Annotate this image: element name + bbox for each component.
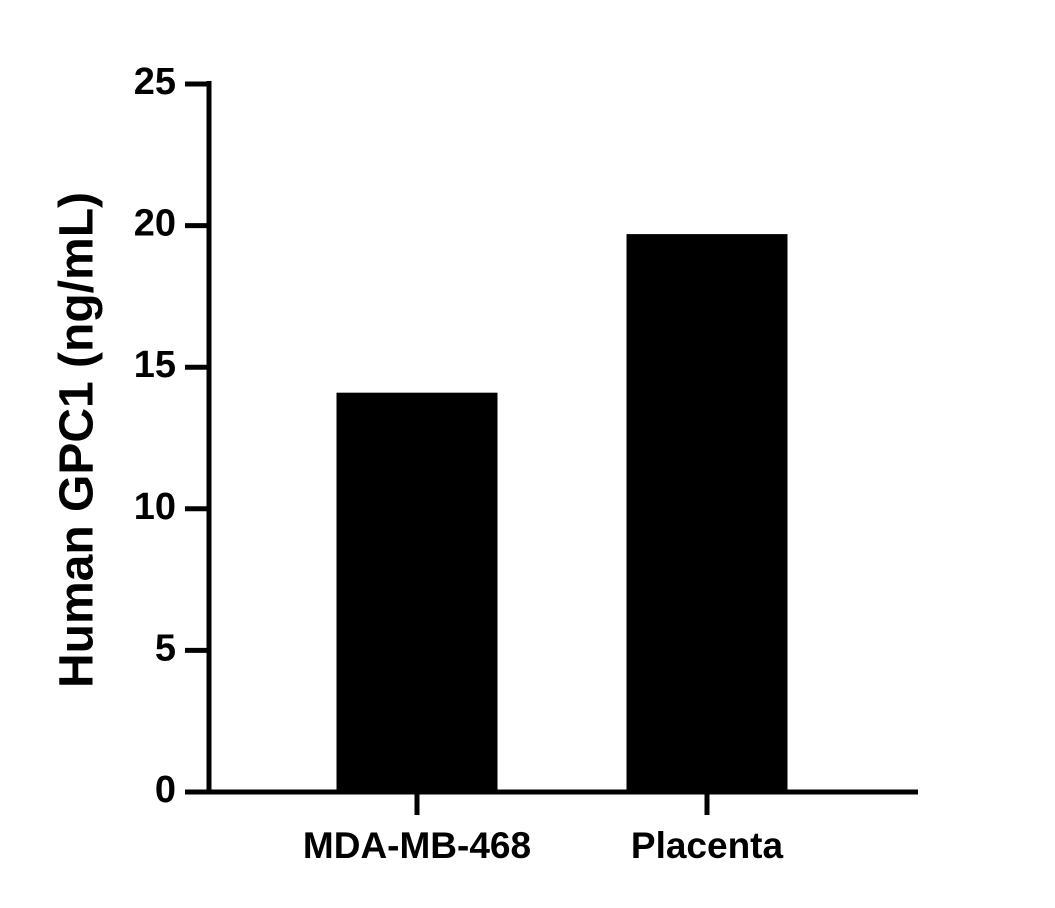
x-tick-label: Placenta — [631, 825, 784, 866]
y-tick-label: 0 — [155, 769, 176, 811]
y-axis-label: Human GPC1 (ng/mL) — [51, 192, 104, 688]
bar — [336, 392, 498, 792]
y-tick-label: 15 — [134, 344, 176, 386]
y-tick-label: 20 — [134, 203, 176, 245]
bar — [626, 234, 788, 792]
y-tick-label: 5 — [155, 627, 176, 669]
y-tick-label: 25 — [134, 61, 176, 103]
x-tick-label: MDA-MB-468 — [303, 825, 531, 866]
y-tick-label: 10 — [134, 486, 176, 528]
